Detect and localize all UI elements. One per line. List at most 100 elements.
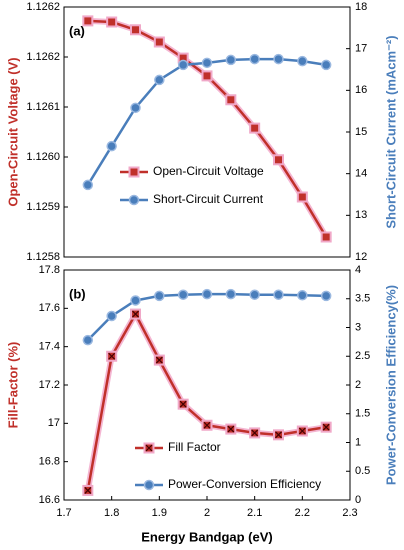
point-cross [203,421,211,429]
line-glow [84,311,327,491]
point [177,398,189,410]
x-tick-label: 2.2 [295,507,310,519]
point [249,427,261,439]
y-tick-label: 17.6 [39,302,60,314]
x-tick-label: 2.3 [342,507,357,519]
point [296,425,308,437]
y2-tick-label: 13 [355,209,367,221]
point [320,59,332,71]
point-cross [227,425,235,433]
point [106,140,117,152]
point [297,290,308,301]
point-body [273,154,284,166]
y2-axis-label: Power-Conversion Efficiency(%) [383,285,398,485]
legend-label: Fill Factor [168,440,221,454]
legend-marker [128,194,140,206]
y-axis-label: Open-Circuit Voltage (V) [5,57,20,206]
point-body [296,191,308,203]
point [177,59,189,71]
x-tick-label: 2 [204,507,210,519]
point [154,290,165,302]
point-body [249,122,261,134]
plot-frame [63,269,351,501]
point [106,350,118,362]
point [82,484,94,496]
point [82,15,94,27]
point [320,421,332,433]
x-tick-label: 1.7 [56,507,71,519]
point [249,289,260,300]
point-body [82,15,94,27]
point [296,191,308,203]
point-body [153,36,165,48]
plot-frame [63,6,351,258]
point [249,53,260,65]
point [320,290,332,302]
y-tick-label: 17.2 [39,379,60,391]
point [130,102,141,114]
point-body [106,16,118,28]
y-tick-label: 16.6 [39,494,60,506]
y-tick-label: 1.1259 [26,201,60,213]
point-body [128,166,140,178]
y2-tick-label: 12 [355,251,367,263]
point [177,289,189,300]
point-cross [251,429,259,437]
point [225,54,237,66]
point [82,334,94,346]
point [273,429,284,441]
point-body [320,231,332,243]
point-cross [275,431,282,439]
x-tick-label: 1.8 [104,507,119,519]
point-cross [179,400,187,408]
point [249,122,261,134]
point [154,74,165,86]
legend-label: Short-Circuit Current [153,192,264,206]
point [273,289,284,300]
point-cross [132,310,139,318]
point [153,36,165,48]
point [201,419,213,431]
point [130,308,141,320]
y2-axis-label: Short-Circuit Current (mAcm⁻²) [383,35,398,228]
x-axis-label: Energy Bandgap (eV) [141,529,272,544]
point [82,179,94,191]
legend-marker [143,442,155,454]
y2-tick-label: 14 [355,168,367,180]
point-body [130,24,141,36]
point [320,231,332,243]
legend-label: Power-Conversion Efficiency [168,477,321,491]
point-cross [155,356,163,364]
point [225,94,237,106]
legend-marker [128,166,140,178]
point [130,295,141,306]
legend-label: Open-Circuit Voltage [153,164,264,178]
point-cross [145,444,153,452]
panel-label: (a) [69,23,85,38]
y-tick-label: 16.8 [39,456,60,468]
y-axis-label: Fill-Factor (%) [5,342,20,429]
point-body [201,70,213,82]
point-cross [298,427,306,435]
point-cross [108,352,116,360]
y-tick-label: 1.1258 [26,251,60,263]
y2-tick-label: 0 [355,494,361,506]
y2-tick-label: 3 [355,321,361,333]
y-tick-label: 17 [48,417,60,429]
point [273,53,284,65]
point [297,55,308,67]
y2-tick-label: 16 [355,84,367,96]
point [201,70,213,82]
y2-tick-label: 2.5 [355,350,370,362]
y2-tick-label: 3.5 [355,293,370,305]
point-cross [322,423,330,431]
y2-tick-label: 0.5 [355,465,370,477]
y-tick-label: 17.4 [39,341,60,353]
y2-tick-label: 1 [355,436,361,448]
point [130,24,141,36]
y-tick-label: 1.1260 [26,151,60,163]
point [153,354,165,366]
y2-tick-label: 17 [355,43,367,55]
point-cross [84,486,92,494]
